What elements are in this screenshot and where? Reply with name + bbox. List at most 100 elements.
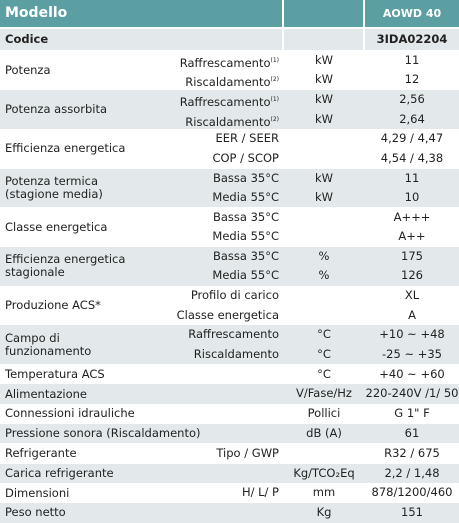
divider [363,29,365,50]
value: 2,64 [399,111,425,126]
header-title: Modello [5,5,68,21]
sub-label: COP / SCOP [212,149,279,168]
value: 2,56 [399,92,425,107]
row-label: Potenza assorbita [5,102,108,117]
sub-text: Profilo di carico [190,288,279,303]
value: 4,29 / 4,47 [380,131,444,146]
sub-label: Media 55°C [212,266,279,285]
unit: dB (A) [306,426,342,440]
divider [363,0,365,27]
value: 10 [404,189,420,204]
unit: °C [317,346,331,361]
value: A+++ [393,209,431,224]
unit: Kg [316,505,332,520]
value: 61 [404,426,420,440]
row-label: Carica refrigerante [5,465,114,480]
sub-label: Media 55°C [212,227,279,246]
spec-row: Potenza Raffrescamento(1) kW 11 Riscaldament… [0,51,459,90]
unit: kW [314,53,334,67]
unit: % [318,249,330,263]
spec-row: Efficienza energetica stagionale Bassa 35°… [0,247,459,286]
row-label: Classe energetica [5,219,108,234]
spec-row: Connessioni idrauliche Pollici G 1" F [0,404,459,423]
sub-text: Riscaldamento [193,346,279,361]
sub-text: H/ L/ P [241,485,279,500]
spec-row: Classe energetica Bassa 35°C A+++ Media 55°… [0,208,459,247]
sub-text: Raffrescamento [179,55,271,70]
row-label: Potenza termica [5,173,99,188]
sub-label: Riscaldamento(2) [185,110,279,132]
sub-label: Raffrescamento(1) [180,51,279,73]
sub-text: Raffrescamento [179,95,271,110]
sub-label: EER / SEER [215,129,279,148]
value: 220-240V /1/ 50 [365,386,459,401]
sub-label: Bassa 35°C [213,208,279,227]
sub-text: Bassa 35°C [212,170,279,185]
sub-label: Riscaldamento [194,345,279,364]
footnote-ref: (1) [270,96,280,104]
row-label: stagionale [5,265,65,280]
codice-value: 3IDA02204 [376,32,448,46]
footnote-ref: (2) [270,76,280,84]
unit: V/Fase/Hz [296,386,352,401]
row-label: Alimentazione [5,386,88,401]
row-label: Efficienza energetica [5,141,126,156]
value: 11 [404,53,420,67]
divider [282,29,284,50]
sub-label: Bassa 35°C [213,169,279,188]
sub-label: Media 55°C [212,188,279,207]
row-label: Produzione ACS* [5,298,101,313]
sub-label: Raffrescamento [188,325,279,344]
spec-row: Temperatura ACS °C +40 ~ +60 [0,365,459,384]
value: 11 [404,170,420,185]
unit: % [318,268,330,283]
sub-label: H/ L/ P [242,483,279,502]
sub-text: Bassa 35°C [212,209,279,224]
unit: Pollici [307,406,341,421]
spec-row: Efficienza energetica EER / SEER 4,29 / 4,… [0,129,459,168]
header-model: AOWD 40 [382,7,442,20]
unit: Kg/TCO₂Eq [293,465,355,480]
unit: kW [314,111,334,126]
value: +10 ~ +48 [379,327,445,342]
value: G 1" F [394,406,430,421]
row-label: (stagione media) [5,186,103,201]
row-label: Refrigerante [5,445,77,460]
value: 878/1200/460 [371,485,453,500]
spec-row: Alimentazione V/Fase/Hz 220-240V /1/ 50 [0,384,459,404]
row-label: Connessioni idrauliche [5,406,135,421]
spec-row: Dimensioni H/ L/ P mm 878/1200/460 [0,483,459,502]
footnote-ref: (2) [270,115,280,123]
sub-label: Bassa 35°C [213,247,279,266]
value: XL [404,288,420,303]
sub-text: Media 55°C [212,268,279,283]
sub-text: Riscaldamento [185,114,271,129]
row-label: Pressione sonora (Riscaldamento) [5,426,201,441]
sub-text: COP / SCOP [212,150,279,165]
row-label: Campo di [5,330,60,345]
sub-text: Tipo / GWP [216,445,279,460]
sub-label: Classe energetica [177,306,279,325]
spec-row: Pressione sonora (Riscaldamento) dB (A) 61 [0,424,459,444]
spec-row: Campo di funzionamento Raffrescamento °C +10… [0,325,459,365]
value: 4,54 / 4,38 [380,150,444,165]
sub-text: Riscaldamento [185,75,271,90]
row-label: funzionamento [5,343,92,358]
value: 12 [404,72,420,87]
value: R32 / 675 [384,445,440,460]
spec-row: Carica refrigerante Kg/TCO₂Eq 2,2 / 1,48 [0,463,459,483]
header-row: Modello AOWD 40 [0,0,459,27]
row-label: Potenza [5,62,51,77]
sub-text: EER / SEER [215,131,279,146]
value: +40 ~ +60 [379,366,445,381]
sub-text: Classe energetica [176,307,279,322]
footnote-ref: (1) [270,57,280,64]
value: A++ [398,229,426,244]
value: -25 ~ +35 [382,346,442,361]
spec-row: Potenza assorbita Raffrescamento(1) kW 2,56… [0,90,459,129]
row-label: Temperatura ACS [5,366,105,381]
value: 151 [401,505,423,520]
codice-label: Codice [5,32,49,46]
unit: °C [317,327,331,342]
